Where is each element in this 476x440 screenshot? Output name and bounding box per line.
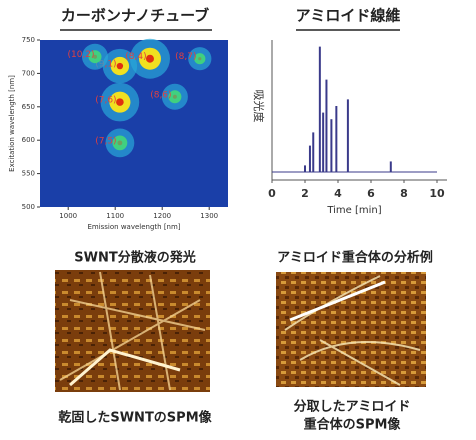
title: カーボンナノチューブ (61, 7, 209, 25)
x-tick-label: 1200 (153, 212, 171, 220)
x-axis-label: Emission wavelength [nm] (87, 223, 180, 231)
y-axis-label: 吸光度 (252, 90, 266, 123)
spot-label: (8,7) (175, 52, 196, 62)
title: アミロイド線維 (296, 7, 401, 25)
spot-label: (10,2) (67, 50, 94, 60)
y-tick-label: 550 (22, 170, 35, 178)
y-axis-label: Excitation wavelength [nm] (8, 75, 16, 172)
axes (272, 40, 447, 180)
caption: アミロイド重合体の分析例 (277, 250, 433, 266)
caption: SWNT分散液の発光 (74, 250, 195, 266)
x-tick-label: 2 (301, 187, 309, 200)
x-tick-label: 8 (400, 187, 408, 200)
spot-core (173, 95, 177, 99)
x-tick-label: 1100 (106, 212, 124, 220)
y-tick-label: 600 (22, 136, 35, 144)
spot-core (116, 98, 124, 106)
y-tick-label: 700 (22, 69, 35, 77)
spot-core (118, 140, 123, 145)
x-tick-label: 10 (429, 187, 445, 200)
x-tick-label: 6 (367, 187, 375, 200)
spot-label: (7,6) (95, 96, 116, 106)
figure: カーボンナノチューブ アミロイド線維 SWNT分散液の発光 アミロイド重合体の分… (0, 0, 476, 436)
y-tick-label: 650 (22, 103, 35, 111)
spot-label: (8,4) (125, 52, 146, 62)
spot-label: (8,6) (150, 90, 171, 100)
x-tick-label: 4 (334, 187, 342, 200)
caption: 重合体のSPM像 (304, 417, 402, 433)
spm-image (55, 270, 210, 392)
x-tick-label: 0 (268, 187, 276, 200)
spot-core (146, 55, 154, 63)
x-tick-label: 1300 (200, 212, 218, 220)
caption: 乾固したSWNTのSPM像 (58, 410, 212, 426)
x-tick-label: 1000 (59, 212, 77, 220)
spm-image (276, 272, 426, 387)
spot-label: (7,5) (95, 136, 116, 146)
y-tick-label: 750 (22, 36, 35, 44)
y-tick-label: 500 (22, 203, 35, 211)
caption: 分取したアミロイド (294, 399, 411, 415)
spot-core (198, 57, 201, 60)
spot-core (117, 63, 123, 69)
x-axis-label: Time [min] (326, 205, 381, 216)
